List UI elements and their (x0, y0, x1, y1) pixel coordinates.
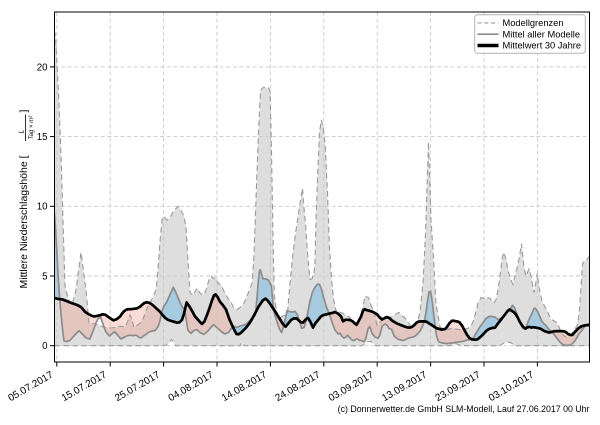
svg-text:5: 5 (42, 271, 47, 282)
svg-text:Modellgrenzen: Modellgrenzen (503, 18, 564, 28)
svg-text:Mittelwert 30 Jahre: Mittelwert 30 Jahre (503, 41, 582, 51)
svg-text:Tag × m²: Tag × m² (29, 115, 35, 140)
svg-text:0: 0 (42, 341, 48, 352)
svg-text:L: L (18, 129, 25, 133)
svg-text:20: 20 (37, 62, 48, 73)
svg-text:Mittlere Niederschlagshöhe [: Mittlere Niederschlagshöhe [ (18, 155, 30, 288)
svg-text:10: 10 (37, 202, 48, 213)
svg-text:15: 15 (37, 132, 48, 143)
svg-text:(c) Donnerwetter.de GmbH SLM-M: (c) Donnerwetter.de GmbH SLM-Modell, Lau… (338, 404, 590, 414)
svg-text:Mittel aller Modelle: Mittel aller Modelle (503, 29, 581, 39)
svg-text:]: ] (18, 110, 30, 113)
